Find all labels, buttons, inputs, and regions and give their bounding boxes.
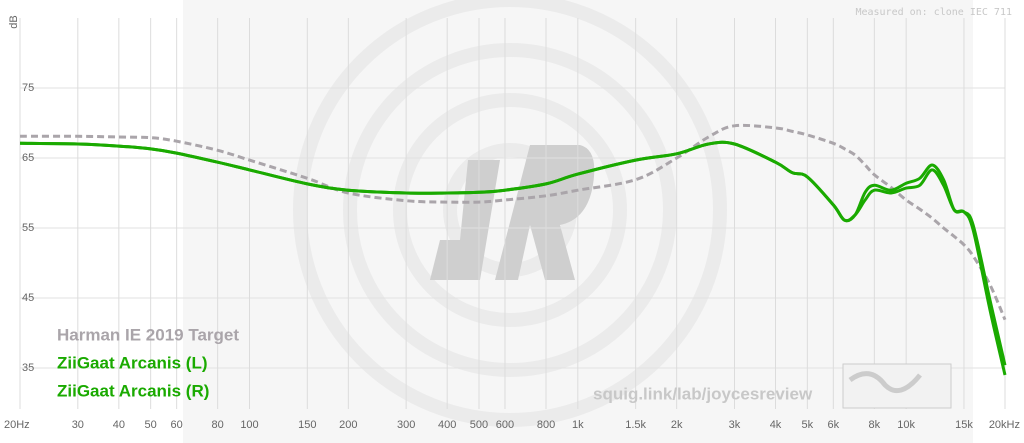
x-tick-label: 15k (955, 419, 973, 431)
series-line (19, 140, 1007, 366)
y-tick-label: 75 (22, 82, 34, 94)
logo-rings (293, 0, 727, 427)
series-line (19, 123, 1007, 321)
logo-mark (430, 145, 595, 280)
legend: Harman IE 2019 Target ZiiGaat Arcanis (L)… (57, 325, 239, 400)
logo-wave (848, 371, 922, 394)
x-tick-label: 5k (802, 419, 814, 431)
y-tick-label: 65 (22, 152, 34, 164)
logo-ring (393, 93, 627, 327)
lines (19, 123, 1007, 376)
logo-box (842, 363, 952, 409)
x-tick-label: 1.5k (625, 419, 646, 431)
logo-ring (343, 43, 677, 377)
x-tick-label: 50 (145, 419, 157, 431)
x-tick-label: 100 (240, 419, 258, 431)
x-tick-label: 20kHz (989, 419, 1020, 431)
legend-label: ZiiGaat Arcanis (L) (57, 353, 208, 372)
legend-label: ZiiGaat Arcanis (R) (57, 381, 209, 400)
measured-note: Measured on: clone IEC 711 (855, 7, 1012, 18)
x-tick-label: 200 (339, 419, 357, 431)
y-tick-label: 55 (22, 222, 34, 234)
y-tick-label: 45 (22, 292, 34, 304)
x-tick-label: 150 (298, 419, 316, 431)
legend-label: Harman IE 2019 Target (57, 325, 239, 344)
x-tick-label: 20Hz (4, 419, 30, 431)
y-axis-label: dB (8, 15, 20, 28)
x-tick-label: 8k (869, 419, 881, 431)
watermark: squig.link/lab/joycesreview (593, 384, 813, 403)
x-tick-label: 4k (770, 419, 782, 431)
x-tick-label: 10k (897, 419, 915, 431)
x-tick-label: 2k (671, 419, 683, 431)
x-tick-label: 400 (438, 419, 456, 431)
x-tick-label: 800 (537, 419, 555, 431)
x-tick-label: 60 (171, 419, 183, 431)
x-tick-label: 80 (212, 419, 224, 431)
x-tick-label: 600 (496, 419, 514, 431)
x-tick-label: 3k (729, 419, 741, 431)
x-tick-label: 40 (113, 419, 125, 431)
x-tick-label: 300 (397, 419, 415, 431)
y-tick-label: 35 (22, 362, 34, 374)
logo-ring (293, 0, 727, 427)
x-tick-label: 1k (572, 419, 584, 431)
x-tick-label: 500 (470, 419, 488, 431)
x-tick-label: 6k (828, 419, 840, 431)
x-tick-label: 30 (72, 419, 84, 431)
